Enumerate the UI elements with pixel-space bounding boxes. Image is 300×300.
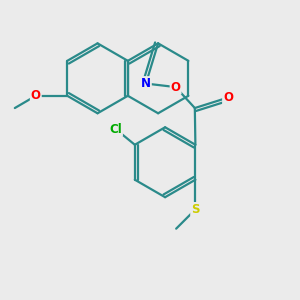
Text: N: N — [141, 77, 151, 90]
Text: O: O — [223, 91, 233, 104]
Text: O: O — [31, 89, 41, 102]
Text: O: O — [171, 81, 181, 94]
Text: Cl: Cl — [109, 122, 122, 136]
Text: S: S — [191, 203, 200, 216]
